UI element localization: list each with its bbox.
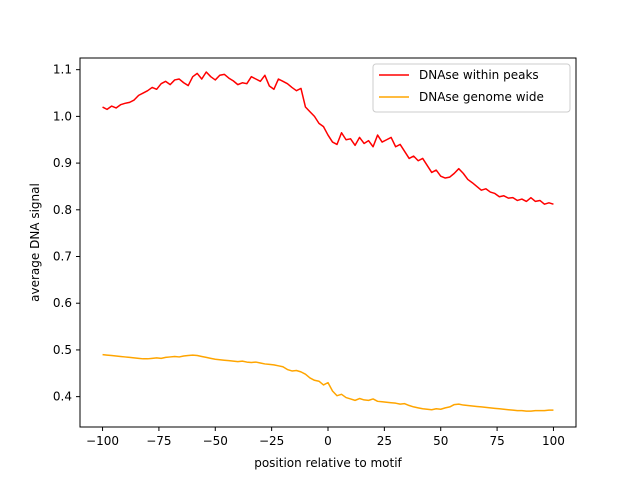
x-tick-label: 100 bbox=[542, 434, 565, 448]
x-tick-label: 75 bbox=[489, 434, 504, 448]
x-axis-label: position relative to motif bbox=[254, 456, 402, 470]
y-tick-label: 0.4 bbox=[53, 390, 72, 404]
series-line-1 bbox=[102, 353, 554, 412]
legend-box bbox=[372, 63, 571, 113]
x-tick-label: 50 bbox=[433, 434, 448, 448]
x-tick-label: −75 bbox=[146, 434, 171, 448]
y-axis-ticks: 0.4 0.5 0.6 0.7 0.8 0.9 1.0 1.1 bbox=[53, 63, 80, 404]
plot-lines bbox=[102, 71, 554, 412]
y-tick-label: 0.8 bbox=[53, 203, 72, 217]
y-axis-label: average DNA signal bbox=[28, 183, 42, 302]
x-tick-label: −50 bbox=[203, 434, 228, 448]
x-axis-ticks: −100 −75 −50 −25 0 25 50 75 100 bbox=[86, 427, 565, 448]
legend-label-genome-wide: DNAse genome wide bbox=[419, 90, 544, 104]
y-tick-label: 0.6 bbox=[53, 296, 72, 310]
legend: DNAse within peaks DNAse genome wide bbox=[372, 63, 571, 113]
y-tick-label: 0.5 bbox=[53, 343, 72, 357]
x-tick-label: −25 bbox=[259, 434, 284, 448]
y-tick-label: 0.7 bbox=[53, 250, 72, 264]
plot-frame bbox=[79, 57, 577, 428]
x-tick-label: 0 bbox=[324, 434, 332, 448]
y-tick-label: 0.9 bbox=[53, 156, 72, 170]
x-tick-label: 25 bbox=[377, 434, 392, 448]
legend-label-within-peaks: DNAse within peaks bbox=[419, 68, 539, 82]
y-tick-label: 1.0 bbox=[53, 109, 72, 123]
y-tick-label: 1.1 bbox=[53, 63, 72, 77]
series-line-0 bbox=[102, 71, 554, 205]
x-tick-label: −100 bbox=[86, 434, 119, 448]
